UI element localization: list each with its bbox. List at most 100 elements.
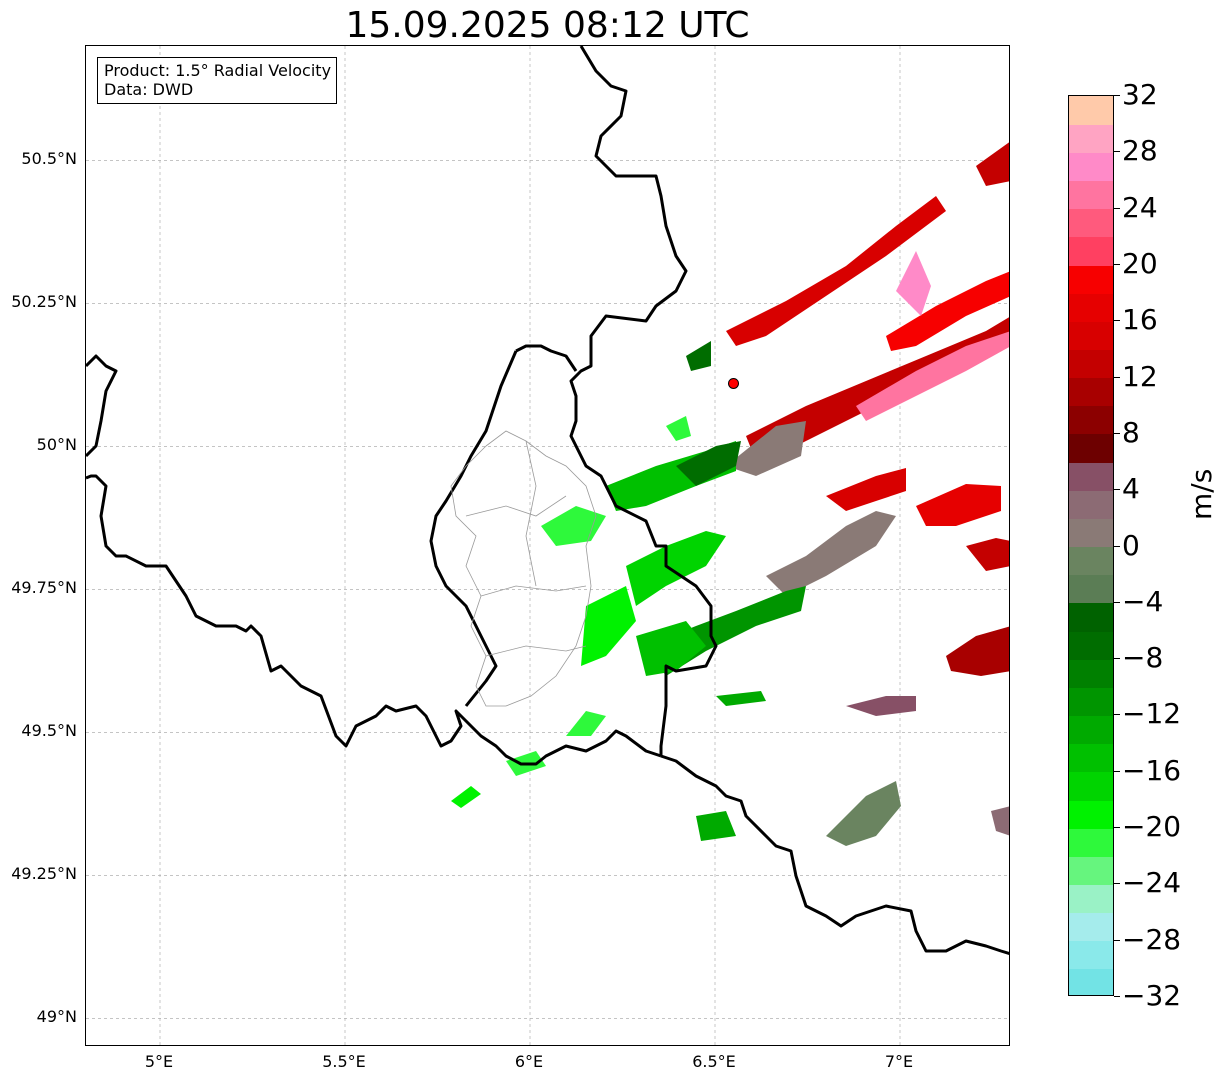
radar-site [728,377,739,389]
colorbar-tick-mark [1114,770,1120,772]
lat-tick-label: 50.5°N [21,149,77,169]
colorbar-segment [1069,124,1113,153]
echo-inbound [451,786,481,808]
colorbar-segment [1069,659,1113,688]
colorbar-tick-mark [1114,432,1120,434]
radar-echoes [451,142,1009,846]
colorbar-tick-label: −8 [1122,641,1164,675]
district-line [525,440,537,587]
lon-tick-label: 7°E [884,1052,914,1071]
echo-outbound [746,317,1009,461]
lat-tick-label: 49.25°N [11,864,77,884]
colorbar-tick-label: −12 [1122,697,1182,731]
echo-inbound [666,416,691,441]
colorbar-tick-mark [1114,601,1120,603]
colorbar [1068,95,1114,996]
colorbar-segment [1069,405,1113,435]
lat-tick-label: 49.5°N [21,721,77,741]
colorbar-segment [1069,96,1113,125]
border-line [515,344,578,372]
colorbar-segment [1069,799,1113,829]
echo-inbound [716,691,766,706]
district-line [485,645,587,657]
echo-outbound [726,196,946,346]
district-line [465,495,567,517]
colorbar-segment [1069,433,1113,463]
colorbar-tick-label: 0 [1122,528,1140,562]
colorbar-tick-label: 28 [1122,134,1158,168]
colorbar-segment [1069,349,1113,379]
colorbar-tick-label: 16 [1122,303,1158,337]
colorbar-segment [1069,462,1113,491]
map-title: 15.09.2025 08:12 UTC [345,5,750,46]
echo-inbound [581,586,636,666]
radar-map-canvas [86,46,1009,1045]
lat-tick-label: 50.25°N [11,292,77,312]
colorbar-tick-mark [1114,207,1120,209]
echo-near-zero [726,421,806,476]
colorbar-segment [1069,828,1113,857]
echo-inbound [541,506,606,546]
echo-outbound [886,271,1009,351]
district-line [450,430,597,707]
colorbar-segment [1069,236,1113,266]
colorbar-segment [1069,321,1113,350]
lon-tick-label: 5.5°E [322,1052,366,1071]
echo-inbound [686,341,711,371]
district-boundaries [450,430,597,707]
colorbar-tick-mark [1114,658,1120,660]
echo-outbound [991,806,1009,836]
colorbar-tick-label: −16 [1122,753,1182,787]
colorbar-tick-mark [1114,545,1120,547]
radar-site-marker [728,377,739,389]
colorbar-segment [1069,912,1113,942]
colorbar-tick-label: 20 [1122,246,1158,280]
echo-outbound [966,538,1009,571]
colorbar-tick-mark [1114,939,1120,941]
radar-map [85,45,1010,1046]
echo-outbound [916,484,1001,526]
colorbar-segment [1069,687,1113,717]
country-borders [86,46,1009,955]
colorbar-segment [1069,968,1113,995]
lat-tick-label: 50°N [36,435,77,455]
colorbar-segment [1069,884,1113,914]
colorbar-tick-mark [1114,320,1120,322]
colorbar-segment [1069,180,1113,210]
echo-outbound [946,626,1009,676]
echo-near-zero [766,511,896,596]
colorbar-segment [1069,743,1113,773]
colorbar-tick-label: −4 [1122,584,1164,618]
colorbar-tick-label: −28 [1122,922,1182,956]
colorbar-segment [1069,630,1113,660]
data-source-label: Data: DWD [104,80,194,99]
colorbar-segment [1069,574,1113,604]
echo-inbound [676,441,741,486]
colorbar-tick-mark [1114,996,1120,997]
echo-inbound [566,711,606,736]
echo-outbound [826,468,906,511]
colorbar-tick-label: 32 [1122,78,1158,111]
colorbar-tick-label: 4 [1122,472,1140,506]
echo-near-zero [846,696,916,716]
border-line [660,754,1009,955]
colorbar-tick-mark [1114,827,1120,829]
colorbar-segment [1069,940,1113,970]
colorbar-tick-mark [1114,714,1120,716]
colorbar-tick-mark [1114,376,1120,378]
echo-inbound [636,621,706,676]
echo-outbound [976,142,1009,186]
colorbar-tick-label: 24 [1122,190,1158,224]
lon-tick-label: 6°E [514,1052,544,1071]
echo-inbound [626,531,726,606]
echo-near-zero [826,781,901,846]
colorbar-segment [1069,264,1113,294]
lat-tick-label: 49°N [36,1007,77,1027]
colorbar-tick-mark [1114,489,1120,491]
echo-outbound [856,331,1009,421]
colorbar-tick-label: −20 [1122,810,1182,844]
colorbar-unit: m/s [1185,468,1218,520]
colorbar-tick-mark [1114,95,1120,96]
colorbar-segment [1069,715,1113,745]
colorbar-segment [1069,518,1113,548]
